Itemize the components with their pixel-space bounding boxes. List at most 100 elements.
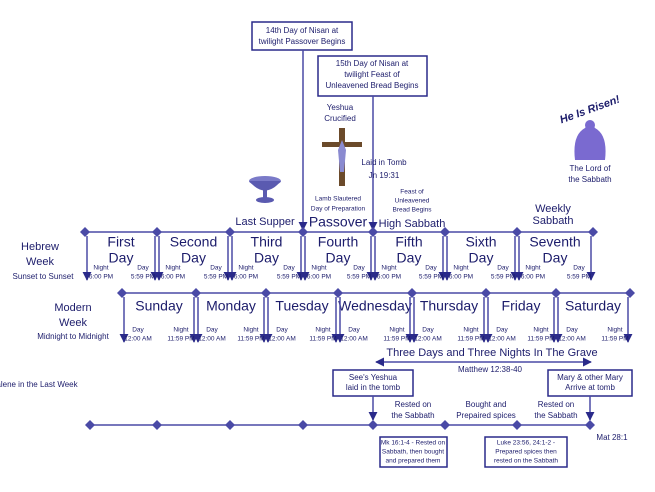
time-label: 12:00 AM — [268, 336, 295, 343]
annotation: Bread Begins — [392, 207, 432, 214]
time-label: 11:59 PM — [601, 336, 628, 343]
day-name: Second — [170, 234, 217, 250]
row-label: Mary Magdalene in the Last Week — [0, 380, 79, 389]
diamond — [625, 288, 635, 298]
time-label: Night — [243, 327, 258, 334]
time-label: Night — [463, 327, 478, 334]
time-label: 11:59 PM — [527, 336, 554, 343]
box-text: See's Yeshua — [349, 373, 398, 382]
time-label: 12:00 AM — [488, 336, 515, 343]
time-label: 6:00 PM — [521, 274, 545, 281]
diamond — [191, 288, 201, 298]
day-name: Fifth — [395, 234, 422, 250]
diamond — [551, 288, 561, 298]
diamond — [585, 420, 595, 430]
diamond — [85, 420, 95, 430]
diamond — [80, 227, 90, 237]
activity: Prepaired spices — [456, 411, 516, 420]
text-box — [317, 55, 428, 97]
diamond — [407, 288, 417, 298]
time-label: 11:59 PM — [457, 336, 484, 343]
time-label: 12:00 AM — [340, 336, 367, 343]
diamond — [368, 420, 378, 430]
time-label: Day — [353, 265, 365, 272]
time-label: 6:00 PM — [161, 274, 185, 281]
day-name: Sunday — [135, 298, 182, 314]
day-name: Third — [251, 234, 283, 250]
time-label: Night — [173, 327, 188, 334]
reference-text: Sabbath, then bought — [382, 449, 444, 456]
time-label: Day — [210, 265, 222, 272]
time-label: 12:00 AM — [414, 336, 441, 343]
diamond — [152, 227, 162, 237]
time-label: 11:59 PM — [167, 336, 194, 343]
time-label: 12:00 AM — [124, 336, 151, 343]
callout-text: twilight Passover Begins — [259, 37, 346, 46]
time-label: 11:59 PM — [309, 336, 336, 343]
diamond — [440, 227, 450, 237]
text-box — [332, 369, 414, 397]
diamond — [117, 288, 127, 298]
row-label: Modern — [54, 302, 91, 314]
time-label: Day — [422, 327, 434, 334]
time-label: Day — [283, 265, 295, 272]
day-name: Day — [397, 250, 422, 266]
grave-title: Three Days and Three Nights In The Grave — [386, 347, 597, 359]
day-name: Day — [543, 250, 568, 266]
diamond — [333, 288, 343, 298]
time-label: 11:59 PM — [383, 336, 410, 343]
tomb-label: Jn 19:31 — [369, 171, 400, 180]
reference-text: Luke 23:56, 24:1-2 - — [497, 440, 555, 447]
day-name: Fourth — [318, 234, 358, 250]
day-name: Day — [181, 250, 206, 266]
annotation: Feast of — [400, 189, 424, 196]
reference: Mat 28:1 — [596, 433, 628, 442]
time-label: Day — [425, 265, 437, 272]
annotation: Passover — [309, 214, 368, 230]
time-label: 6:00 PM — [449, 274, 473, 281]
diamond — [152, 420, 162, 430]
cross-icon — [322, 128, 362, 186]
activity: Rested on — [538, 400, 574, 409]
activity: the Sabbath — [391, 411, 434, 420]
time-label: 5:59 PM — [567, 274, 591, 281]
row-label: Week — [26, 256, 54, 268]
cup-icon — [249, 176, 281, 203]
callout-text: Unleavened Bread Begins — [326, 81, 419, 90]
risen-caption: The Lord of — [570, 164, 612, 173]
box-text: laid in the tomb — [346, 383, 401, 392]
time-label: 12:00 AM — [198, 336, 225, 343]
row-label: Week — [59, 317, 87, 329]
text-box — [484, 436, 568, 468]
text-box — [251, 21, 353, 51]
row-label: Hebrew — [21, 241, 59, 253]
grave-reference: Matthew 12:38-40 — [458, 365, 523, 374]
diamond — [298, 227, 308, 237]
box-text: Arrive at tomb — [565, 383, 615, 392]
time-label: 5:59 PM — [347, 274, 371, 281]
time-label: 5:59 PM — [131, 274, 155, 281]
day-name: Day — [254, 250, 279, 266]
annotation: Weekly — [535, 203, 571, 215]
time-label: Night — [381, 265, 396, 272]
day-name: Saturday — [565, 298, 621, 314]
activity: Rested on — [395, 400, 431, 409]
time-label: Night — [311, 265, 326, 272]
reference-text: and prepared them — [386, 458, 441, 465]
time-label: Night — [607, 327, 622, 334]
activity: the Sabbath — [534, 411, 577, 420]
callout-text: twilight Feast of — [344, 70, 400, 79]
time-label: Day — [137, 265, 149, 272]
time-label: 5:59 PM — [419, 274, 443, 281]
day-name: Monday — [206, 298, 256, 314]
day-name: Day — [326, 250, 351, 266]
time-label: Night — [93, 265, 108, 272]
day-name: Seventh — [529, 234, 580, 250]
time-label: Night — [389, 327, 404, 334]
diamond — [440, 420, 450, 430]
day-name: Sixth — [465, 234, 496, 250]
callout-text: 15th Day of Nisan at — [336, 59, 409, 68]
diamond — [512, 227, 522, 237]
time-label: Day — [566, 327, 578, 334]
